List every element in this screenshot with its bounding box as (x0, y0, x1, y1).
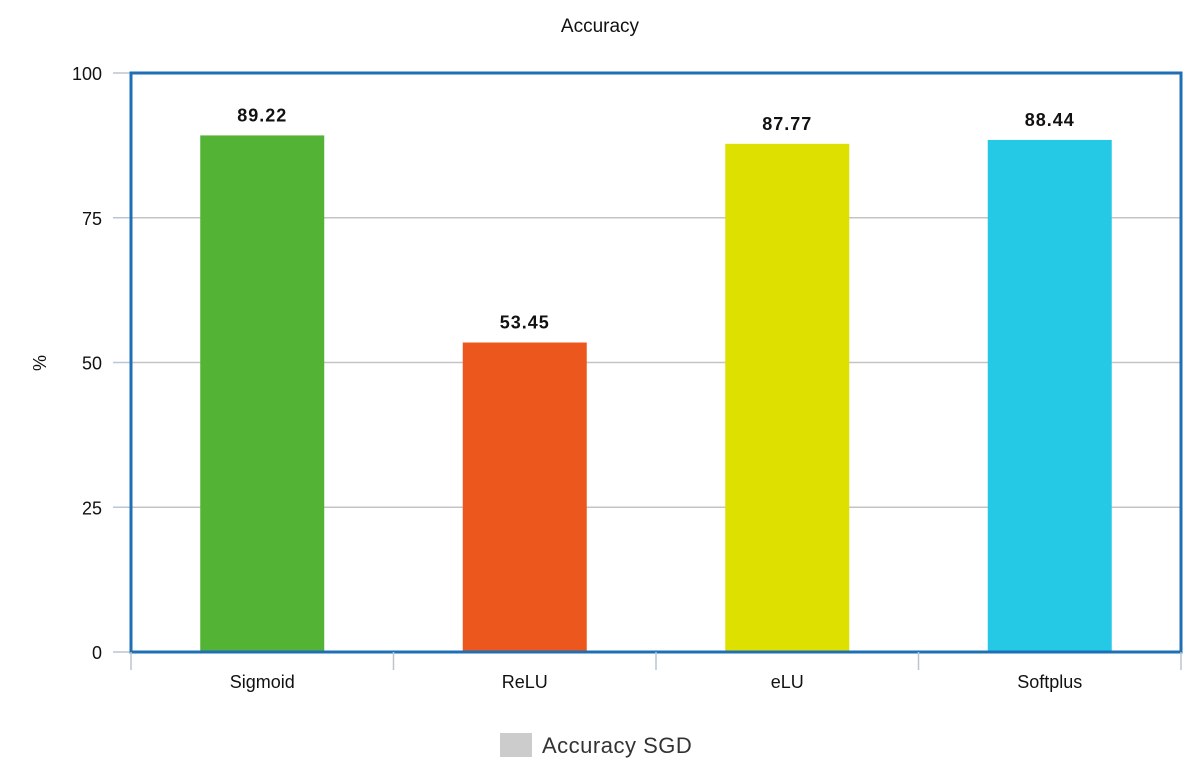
data-label-softplus: 88.44 (1025, 110, 1075, 130)
bars: 89.22 53.45 87.77 88.44 (200, 105, 1112, 653)
y-tick-label: 75 (82, 209, 102, 229)
y-tick-label: 25 (82, 498, 102, 518)
y-axis-label: % (30, 355, 50, 371)
bar-sigmoid[interactable] (200, 135, 325, 652)
x-tick-label-relu: ReLU (502, 672, 548, 692)
bar-softplus[interactable] (987, 139, 1112, 653)
y-tick-label: 50 (82, 354, 102, 374)
legend-swatch (500, 733, 532, 757)
y-tick-label: 0 (92, 643, 102, 663)
x-axis-ticks: Sigmoid ReLU eLU Softplus (130, 652, 1182, 692)
x-tick-label-softplus: Softplus (1017, 672, 1082, 692)
y-axis-ticks: 0 25 50 75 100 (72, 64, 131, 663)
y-tick-label: 100 (72, 64, 102, 84)
bar-relu[interactable] (462, 342, 587, 652)
legend-label: Accuracy SGD (542, 733, 692, 758)
chart-title: Accuracy (561, 16, 640, 37)
data-label-sigmoid: 89.22 (237, 105, 287, 125)
data-label-elu: 87.77 (762, 114, 812, 134)
x-tick-label-elu: eLU (771, 672, 804, 692)
x-tick-label-sigmoid: Sigmoid (230, 672, 295, 692)
legend[interactable]: Accuracy SGD (500, 733, 692, 758)
bar-elu[interactable] (725, 143, 850, 652)
data-label-relu: 53.45 (500, 313, 550, 333)
